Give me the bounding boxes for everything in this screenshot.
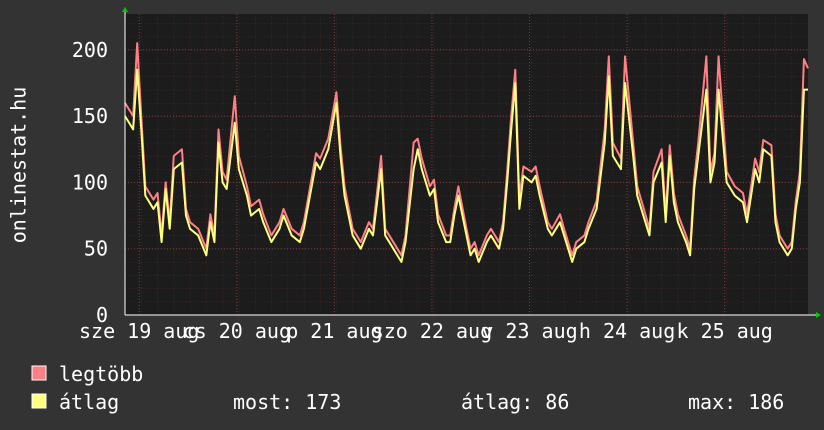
lines [124, 42, 809, 263]
x-tick-label: szo 22 aug [372, 319, 492, 343]
y-tick-label: 50 [84, 237, 108, 261]
legend-swatch [31, 393, 47, 409]
x-arrow [816, 312, 821, 318]
y-tick-label: 0 [96, 303, 108, 327]
series-line [124, 68, 808, 263]
x-tick-label: k 25 aug [676, 319, 772, 343]
x-tick-label: cs 20 aug [183, 319, 291, 343]
legend-stat: most: 173 [233, 390, 341, 414]
series-line [124, 42, 809, 257]
legend-stat: max: 186 [688, 390, 784, 414]
legend-swatch [31, 365, 47, 381]
y-tick-label: 100 [72, 170, 108, 194]
x-tick-label: p 21 aug [286, 319, 382, 343]
legend-label: átlag [59, 390, 119, 414]
legend-stat: átlag: 86 [461, 390, 569, 414]
legend-label: legtöbb [59, 362, 143, 386]
y-arrow [122, 7, 128, 12]
x-tick-label: h 24 aug [579, 319, 675, 343]
y-tick-label: 150 [72, 104, 108, 128]
x-tick-label: v 23 aug [481, 319, 577, 343]
y-axis-label: onlinestat.hu [7, 87, 31, 244]
y-tick-label: 200 [72, 38, 108, 62]
x-tick-label: sze 19 aug [79, 319, 199, 343]
